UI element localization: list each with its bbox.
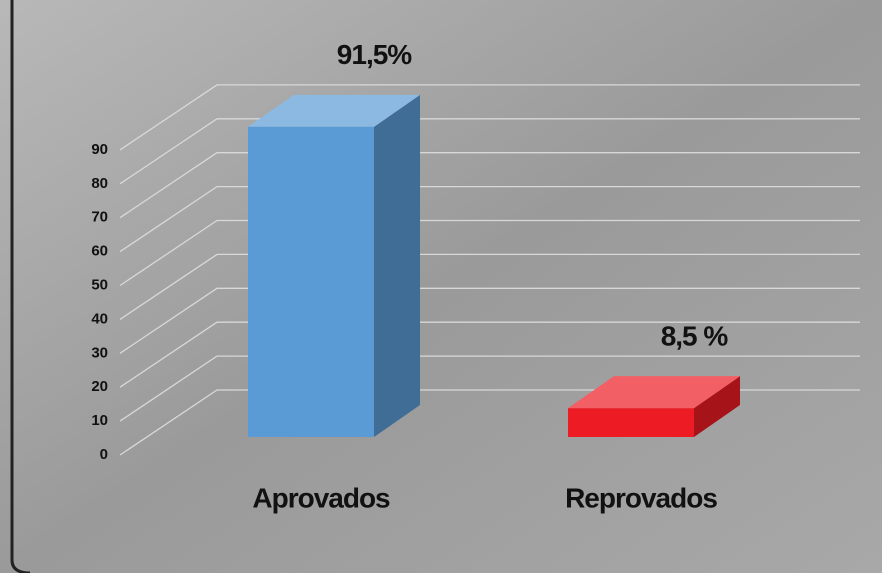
x-tick-label: Aprovados [252,482,390,513]
bar-side [374,95,420,437]
bar [568,408,694,437]
y-tick-label: 20 [91,378,108,395]
y-tick-label: 80 [91,175,108,192]
y-tick-label: 60 [91,243,108,260]
y-tick-label: 10 [91,412,108,429]
value-label: 8,5 % [661,321,729,352]
x-tick-label: Reprovados [565,482,717,513]
background [0,0,882,573]
bar [248,127,374,437]
chart: 0 10 20 30 40 50 60 70 80 90 91,5% Aprovados 8,5 % Re… [0,0,882,573]
y-tick-label: 70 [91,209,108,226]
y-tick-label: 50 [91,276,108,293]
y-tick-label: 30 [91,344,108,361]
value-label: 91,5% [337,39,412,70]
y-tick-label: 0 [100,446,108,463]
y-tick-label: 90 [91,141,108,158]
y-tick-label: 40 [91,310,108,327]
